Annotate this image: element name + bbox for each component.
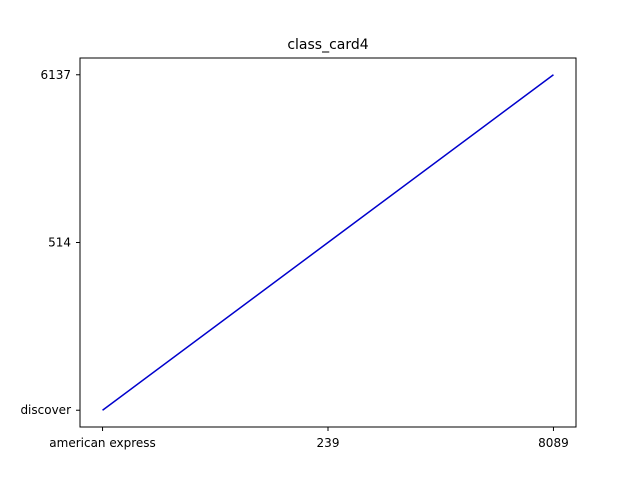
x-tick-label: 239 (317, 436, 340, 450)
x-tick-label: 8089 (538, 436, 569, 450)
y-tick-label: discover (20, 403, 71, 417)
series-layer (102, 74, 554, 411)
chart-title: class_card4 (287, 37, 368, 53)
x-tick-label: american express (49, 436, 156, 450)
y-tick-label: 514 (48, 236, 71, 250)
plot-frame (79, 57, 577, 428)
y-tick-label: 6137 (40, 68, 71, 82)
tick-layer: american express 239 8089 discover 514 6137 (20, 68, 568, 450)
